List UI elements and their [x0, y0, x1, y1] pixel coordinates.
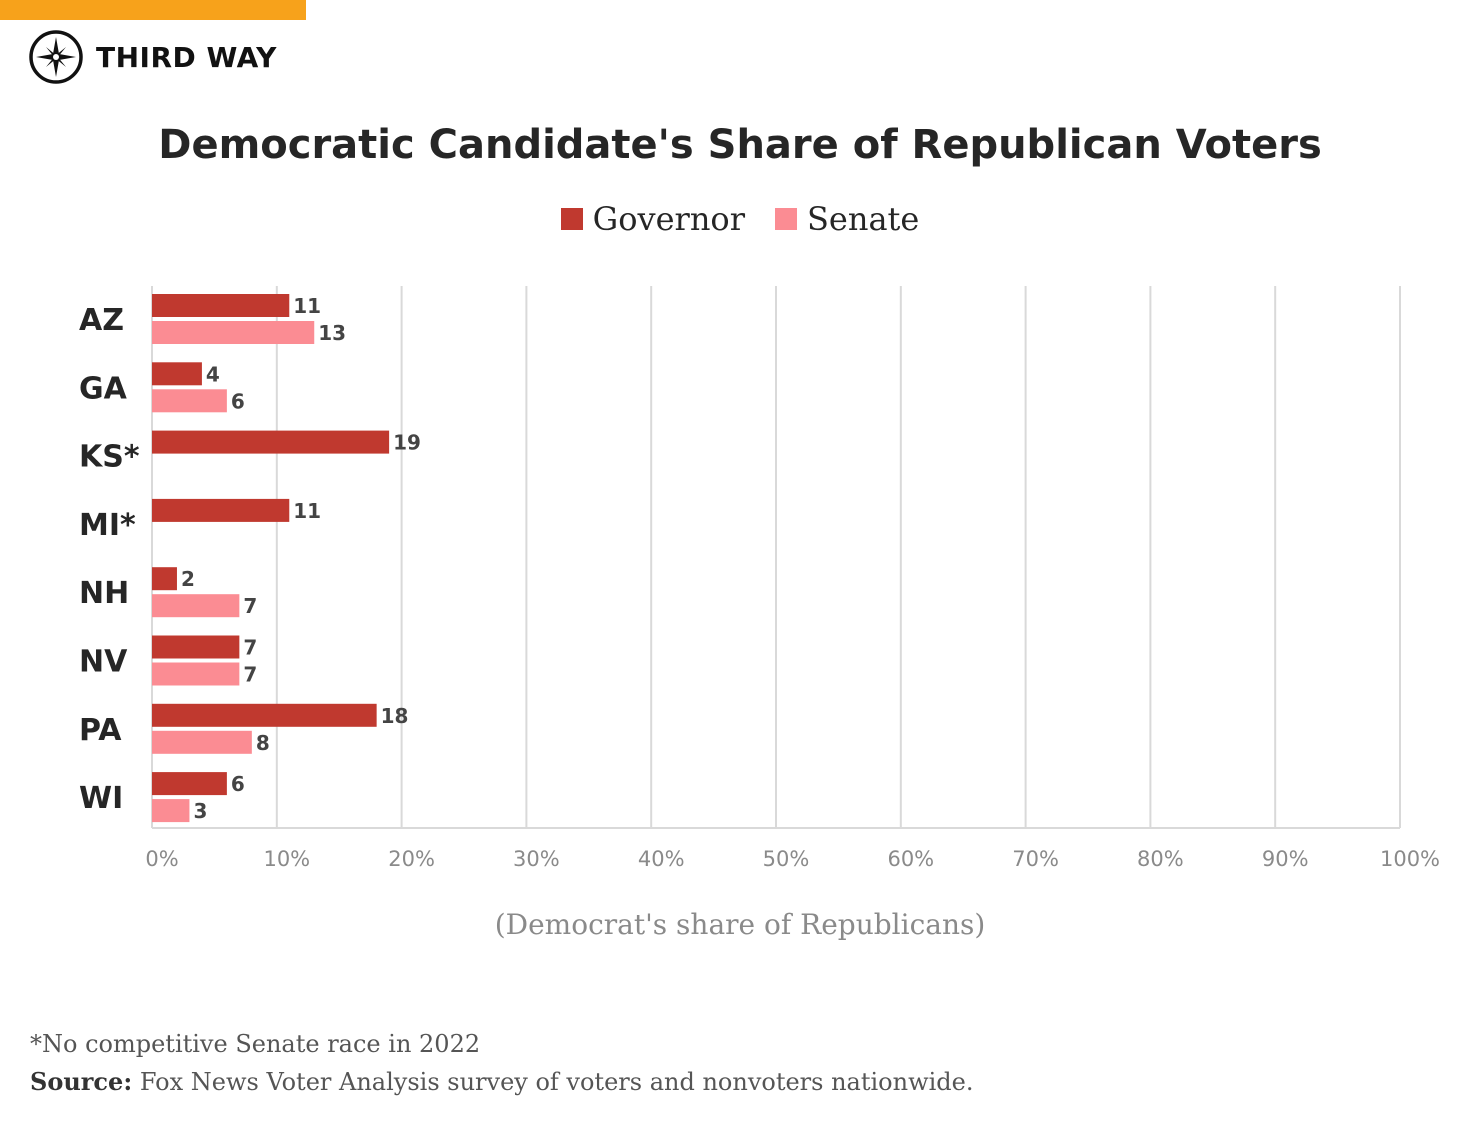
governor-data-label: 2 — [181, 567, 195, 591]
x-tick-label: 70% — [1012, 847, 1059, 871]
category-label: PA — [79, 713, 122, 748]
senate-data-label: 3 — [193, 799, 207, 823]
governor-bar — [152, 703, 377, 727]
governor-bar — [152, 362, 202, 386]
governor-data-label: 18 — [381, 704, 409, 728]
category-label: NH — [79, 576, 129, 611]
x-tick-label: 30% — [513, 847, 560, 871]
senate-bar — [152, 594, 240, 618]
category-label: WI — [79, 781, 123, 816]
brand-accent-bar — [0, 0, 306, 20]
category-label: GA — [79, 371, 128, 406]
category-label: NV — [79, 645, 128, 680]
legend-item-senate: Senate — [774, 200, 920, 238]
category-label: KS* — [79, 440, 140, 475]
legend-item-governor: Governor — [560, 200, 745, 238]
governor-data-label: 6 — [231, 772, 245, 796]
governor-bar — [152, 294, 290, 317]
governor-data-label: 19 — [393, 431, 421, 455]
source-text: Fox News Voter Analysis survey of voters… — [139, 1068, 974, 1096]
source-label: Source: — [30, 1067, 133, 1096]
governor-data-label: 11 — [293, 499, 321, 523]
senate-bar — [152, 730, 252, 754]
senate-data-label: 7 — [243, 594, 257, 618]
brand-name: THIRD WAY — [96, 40, 277, 74]
senate-data-label: 8 — [256, 731, 270, 755]
x-tick-label: 80% — [1137, 847, 1184, 871]
x-tick-label: 50% — [763, 847, 810, 871]
senate-data-label: 13 — [318, 321, 346, 345]
category-label: MI* — [79, 508, 136, 543]
third-way-logo: THIRD WAY — [28, 29, 277, 85]
x-tick-label: 40% — [638, 847, 685, 871]
legend: Governor Senate — [0, 200, 1480, 238]
senate-bar — [152, 799, 190, 823]
senate-bar — [152, 321, 315, 344]
governor-data-label: 4 — [206, 362, 220, 386]
x-tick-label: 60% — [887, 847, 934, 871]
x-tick-label: 90% — [1262, 847, 1309, 871]
legend-swatch-senate — [774, 208, 797, 230]
governor-bar — [152, 772, 227, 796]
governor-bar — [152, 430, 390, 454]
x-tick-label: 100% — [1380, 847, 1440, 871]
footnote: *No competitive Senate race in 2022 — [30, 1030, 481, 1058]
legend-label-senate: Senate — [806, 200, 920, 238]
category-label: AZ — [79, 303, 124, 338]
governor-bar — [152, 635, 240, 659]
legend-label-governor: Governor — [592, 200, 745, 238]
governor-data-label: 11 — [293, 294, 321, 318]
senate-bar — [152, 662, 240, 686]
senate-data-label: 6 — [231, 389, 245, 413]
governor-bar — [152, 567, 177, 591]
x-axis-label: (Democrat's share of Republicans) — [494, 908, 986, 941]
senate-data-label: 7 — [243, 663, 257, 687]
legend-swatch-governor — [560, 208, 583, 230]
governor-data-label: 7 — [243, 636, 257, 660]
x-tick-label: 20% — [388, 847, 435, 871]
source-line: Source: Fox News Voter Analysis survey o… — [30, 1067, 974, 1096]
chart-title: Democratic Candidate's Share of Republic… — [158, 122, 1322, 168]
x-tick-label: 10% — [263, 847, 310, 871]
compass-icon — [29, 30, 83, 84]
bar-chart: 0% 10% 20% 30% 40% 50% 60% 70% 80% 90% 100% AZ 11 13 G… — [79, 286, 1440, 871]
governor-bar — [152, 498, 290, 522]
senate-bar — [152, 389, 227, 413]
x-tick-label: 0% — [145, 847, 178, 871]
